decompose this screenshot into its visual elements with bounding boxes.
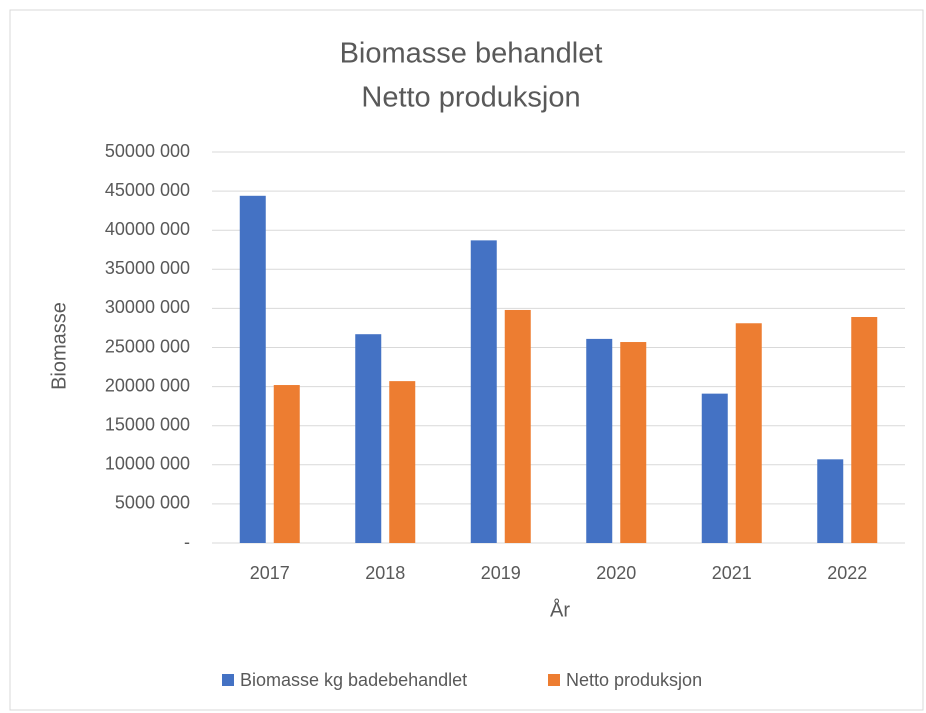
y-tick-label: 40000 000 bbox=[105, 219, 190, 239]
bar bbox=[817, 459, 844, 543]
y-tick-label: 35000 000 bbox=[105, 258, 190, 278]
y-tick-label: 50000 000 bbox=[105, 141, 190, 161]
y-tick-label: 20000 000 bbox=[105, 375, 190, 395]
bar bbox=[355, 334, 382, 543]
x-tick-label: 2022 bbox=[827, 563, 867, 583]
x-tick-label: 2020 bbox=[596, 563, 636, 583]
legend-label: Biomasse kg badebehandlet bbox=[240, 670, 467, 690]
bar bbox=[735, 323, 762, 543]
y-tick-label: 30000 000 bbox=[105, 297, 190, 317]
x-tick-label: 2019 bbox=[481, 563, 521, 583]
legend-swatch bbox=[222, 674, 234, 686]
x-tick-label: 2021 bbox=[712, 563, 752, 583]
bar bbox=[273, 385, 300, 543]
x-tick-label: 2017 bbox=[250, 563, 290, 583]
bar bbox=[389, 381, 416, 543]
bar bbox=[239, 195, 266, 544]
chart-title: Netto produksjon bbox=[361, 82, 580, 114]
bar bbox=[620, 342, 647, 543]
x-axis-label: År bbox=[550, 598, 570, 621]
chart-title: Biomasse behandlet bbox=[340, 38, 603, 70]
y-axis-label: Biomasse bbox=[48, 302, 70, 390]
bar bbox=[586, 338, 613, 543]
legend-label: Netto produksjon bbox=[566, 670, 702, 690]
bar bbox=[470, 240, 497, 543]
y-tick-label: 10000 000 bbox=[105, 454, 190, 474]
x-tick-label: 2018 bbox=[365, 563, 405, 583]
y-tick-label: 25000 000 bbox=[105, 336, 190, 356]
y-tick-label: - bbox=[184, 532, 190, 552]
y-tick-label: 15000 000 bbox=[105, 414, 190, 434]
legend-swatch bbox=[548, 674, 560, 686]
chart-frame bbox=[9, 9, 924, 711]
bar bbox=[701, 393, 728, 543]
y-tick-label: 45000 000 bbox=[105, 180, 190, 200]
bar bbox=[851, 317, 878, 543]
y-tick-label: 5000 000 bbox=[115, 493, 190, 513]
bar bbox=[504, 309, 531, 543]
